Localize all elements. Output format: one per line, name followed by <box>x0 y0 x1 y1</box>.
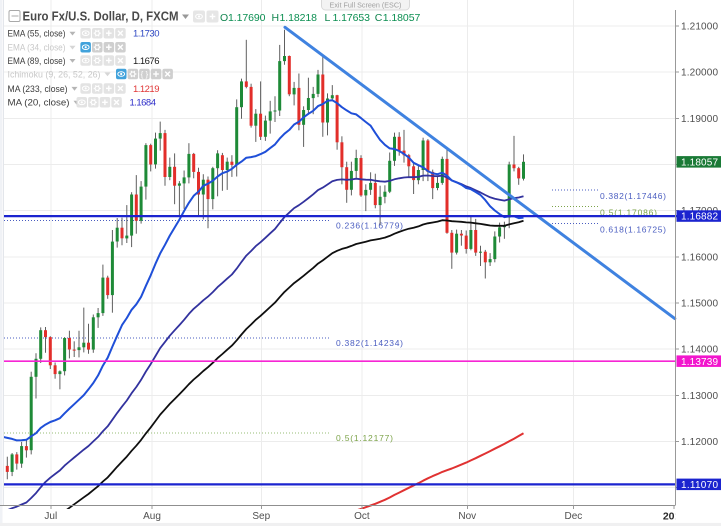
svg-text:2018: 2018 <box>663 511 687 523</box>
svg-text:1.17653: 1.17653 <box>333 12 371 24</box>
svg-text:Oct: Oct <box>354 511 370 522</box>
svg-text:1.15000: 1.15000 <box>681 299 718 310</box>
svg-text:1.13739: 1.13739 <box>681 357 718 368</box>
svg-text:1.19000: 1.19000 <box>681 114 718 125</box>
svg-text:O: O <box>220 12 228 24</box>
svg-text:1.20000: 1.20000 <box>681 68 718 79</box>
svg-text:EMA (34, close): EMA (34, close) <box>8 43 66 54</box>
svg-text:Ichimoku (9, 26, 52, 26): Ichimoku (9, 26, 52, 26) <box>8 69 101 80</box>
svg-text:1.18218: 1.18218 <box>280 12 318 24</box>
svg-text:MA (233, close): MA (233, close) <box>8 84 68 95</box>
svg-text:Aug: Aug <box>143 511 161 522</box>
svg-text:Nov: Nov <box>458 511 476 522</box>
svg-text:Dec: Dec <box>565 511 583 522</box>
svg-text:L: L <box>325 12 331 24</box>
svg-text:1.16000: 1.16000 <box>681 252 718 263</box>
svg-text:Sep: Sep <box>252 511 270 522</box>
svg-text:{ }: { } <box>141 70 149 79</box>
svg-text:1.1730: 1.1730 <box>133 29 160 40</box>
svg-text:1.11070: 1.11070 <box>681 480 718 491</box>
svg-text:EMA (89, close): EMA (89, close) <box>8 56 66 67</box>
svg-text:0.618(1.16725): 0.618(1.16725) <box>600 224 666 234</box>
svg-text:0.382(1.17446): 0.382(1.17446) <box>600 191 666 201</box>
svg-text:MA (20, close): MA (20, close) <box>8 98 70 109</box>
svg-text:0.5(1.17086): 0.5(1.17086) <box>600 208 657 218</box>
svg-text:1.1676: 1.1676 <box>133 56 160 67</box>
svg-text:C: C <box>375 12 383 24</box>
svg-text:1.17690: 1.17690 <box>228 12 266 24</box>
svg-text:H: H <box>272 12 280 24</box>
svg-text:Exit Full Screen (ESC): Exit Full Screen (ESC) <box>330 0 402 9</box>
svg-text:1.1219: 1.1219 <box>133 84 160 95</box>
svg-text:0.5(1.12177): 0.5(1.12177) <box>336 433 393 443</box>
svg-text:1.18057: 1.18057 <box>681 157 718 168</box>
svg-text:1.12000: 1.12000 <box>681 437 718 448</box>
svg-text:Euro Fx/U.S. Dollar, D, FXCM: Euro Fx/U.S. Dollar, D, FXCM <box>23 9 179 24</box>
svg-text:1.14000: 1.14000 <box>681 345 718 356</box>
svg-text:1.16882: 1.16882 <box>681 212 718 223</box>
svg-text:1.18057: 1.18057 <box>383 12 421 24</box>
svg-text:1.1684: 1.1684 <box>130 98 157 109</box>
svg-text:1.13000: 1.13000 <box>681 391 718 402</box>
svg-text:1.21000: 1.21000 <box>681 22 718 33</box>
svg-text:EMA (55, close): EMA (55, close) <box>8 29 66 40</box>
svg-text:Jul: Jul <box>44 511 57 522</box>
svg-text:0.382(1.14234): 0.382(1.14234) <box>336 338 403 348</box>
svg-text:0.236(1.16779): 0.236(1.16779) <box>336 220 403 230</box>
